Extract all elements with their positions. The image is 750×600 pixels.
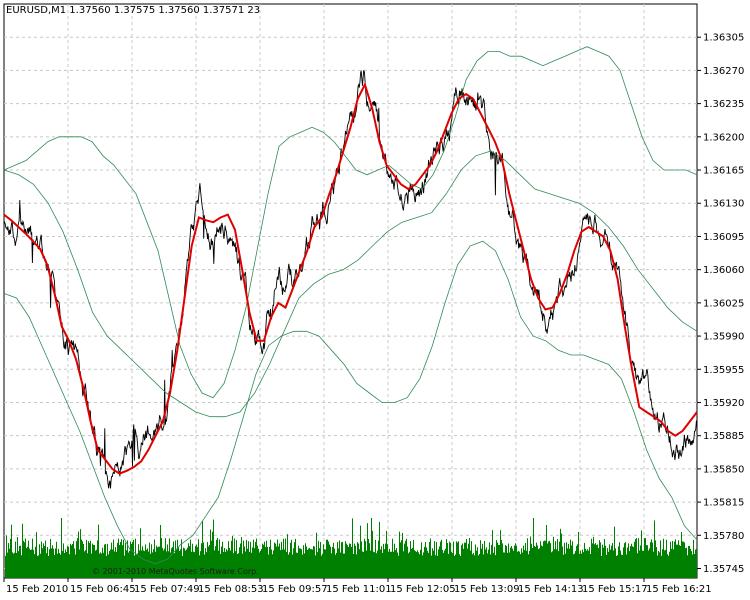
- x-tick-label: 15 Feb 16:21: [646, 584, 712, 595]
- x-tick-label: 15 Feb 14:13: [518, 584, 584, 595]
- y-tick-label: 1.36025: [703, 298, 744, 309]
- y-tick-label: 1.36200: [703, 132, 744, 143]
- y-tick-label: 1.35955: [703, 365, 744, 376]
- y-tick-label: 1.35745: [703, 564, 744, 575]
- band-middle: [3, 150, 698, 418]
- x-tick-label: 15 Feb 12:05: [390, 584, 456, 595]
- x-tick-label: 15 Feb 15:17: [582, 584, 648, 595]
- band-lower-outer: [3, 240, 698, 565]
- x-tick-label: 15 Feb 07:49: [134, 584, 200, 595]
- x-tick-label: 15 Feb 06:45: [70, 584, 136, 595]
- y-tick-label: 1.35990: [703, 332, 744, 343]
- moving-average-line: [3, 81, 698, 475]
- chart-title: EURUSD,M1 1.37560 1.37575 1.37560 1.3757…: [6, 5, 260, 16]
- y-tick-label: 1.36130: [703, 199, 744, 210]
- x-tick-label: 15 Feb 13:09: [454, 584, 520, 595]
- y-tick-label: 1.36270: [703, 66, 744, 77]
- band-upper-outer: [3, 46, 698, 399]
- copyright-text: © 2001-2010 MetaQuotes Software Corp.: [92, 567, 259, 576]
- y-tick-label: 1.35885: [703, 431, 744, 442]
- y-tick-label: 1.35920: [703, 398, 744, 409]
- y-tick-label: 1.36305: [703, 33, 744, 44]
- y-tick-label: 1.36235: [703, 99, 744, 110]
- y-tick-label: 1.35815: [703, 498, 744, 509]
- x-tick-label: 15 Feb 08:53: [198, 584, 264, 595]
- y-tick-label: 1.36165: [703, 166, 744, 177]
- y-tick-label: 1.36060: [703, 265, 744, 276]
- x-tick-label: 15 Feb 2010: [6, 584, 68, 595]
- y-tick-label: 1.35850: [703, 464, 744, 475]
- y-tick-label: 1.36095: [703, 232, 744, 243]
- y-tick-label: 1.35780: [703, 531, 744, 542]
- x-tick-label: 15 Feb 09:57: [262, 584, 328, 595]
- x-tick-label: 15 Feb 11:01: [326, 584, 392, 595]
